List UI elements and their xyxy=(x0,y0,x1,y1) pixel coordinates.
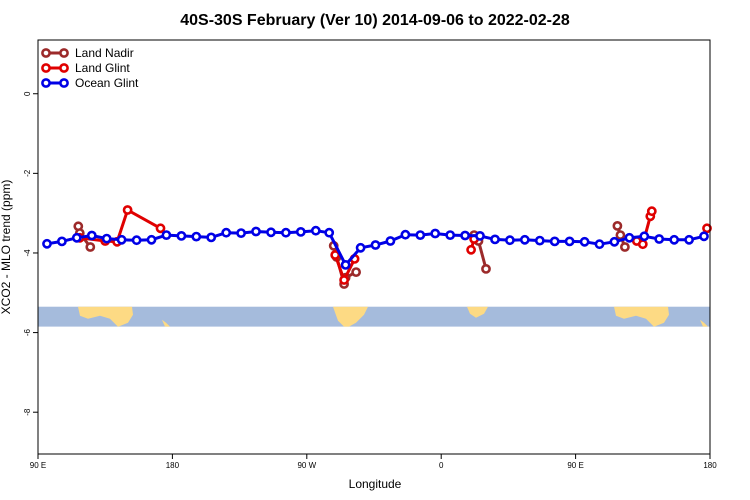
data-point-ocean-glint xyxy=(594,239,605,250)
data-point-land-nadir xyxy=(85,242,96,252)
data-point-ocean-glint xyxy=(310,225,321,236)
y-tick-label: 0 xyxy=(23,91,32,96)
legend-marker-land-glint xyxy=(41,63,51,73)
data-point-ocean-glint xyxy=(42,238,52,249)
data-point-ocean-glint xyxy=(609,236,620,247)
legend-label-land-nadir: Land Nadir xyxy=(75,46,134,60)
data-point-ocean-glint xyxy=(415,230,426,240)
data-point-ocean-glint xyxy=(161,230,172,240)
data-point-land-nadir xyxy=(351,267,361,277)
legend-label-ocean-glint: Ocean Glint xyxy=(75,76,139,90)
y-tick-label: -6 xyxy=(23,328,32,336)
data-point-ocean-glint xyxy=(71,232,82,243)
legend-marker-land-glint xyxy=(59,63,69,73)
data-point-ocean-glint xyxy=(191,231,202,242)
data-point-ocean-glint xyxy=(146,234,157,245)
chart-title: 40S-30S February (Ver 10) 2014-09-06 to … xyxy=(180,12,570,29)
data-point-land-nadir xyxy=(615,230,626,240)
map-land-south-america xyxy=(333,306,368,327)
x-axis: 90 E 180 90 W 0 90 E 180 xyxy=(30,454,717,470)
data-point-land-glint xyxy=(702,223,712,234)
data-point-ocean-glint xyxy=(490,234,500,245)
map-land-new-zealand-2 xyxy=(700,319,708,327)
y-tick-label: -4 xyxy=(23,249,32,257)
data-point-ocean-glint xyxy=(654,234,665,244)
legend-marker-ocean-glint xyxy=(41,78,51,88)
data-point-ocean-glint xyxy=(340,259,351,270)
data-point-ocean-glint xyxy=(639,231,650,242)
x-tick-label: 90 E xyxy=(30,461,46,470)
data-point-ocean-glint xyxy=(355,242,366,253)
data-point-ocean-glint xyxy=(579,236,590,247)
plot-frame xyxy=(37,39,711,455)
data-point-ocean-glint xyxy=(251,226,261,237)
data-point-ocean-glint xyxy=(131,235,142,246)
data-point-ocean-glint xyxy=(266,227,276,238)
data-point-ocean-glint xyxy=(400,229,411,240)
data-point-ocean-glint xyxy=(549,236,560,247)
data-point-land-nadir xyxy=(612,220,623,231)
data-point-ocean-glint xyxy=(86,230,97,241)
data-point-ocean-glint xyxy=(519,234,530,245)
data-point-ocean-glint xyxy=(460,230,470,241)
data-point-ocean-glint xyxy=(324,227,335,238)
x-axis-label: Longitude xyxy=(349,477,402,491)
data-point-ocean-glint xyxy=(116,234,127,245)
data-point-ocean-glint xyxy=(684,234,694,245)
map-land-new-zealand xyxy=(162,319,170,327)
x-tick-label: 180 xyxy=(166,461,180,470)
data-point-ocean-glint xyxy=(280,227,291,238)
y-axis-label: XCO2 - MLO trend (ppm) xyxy=(0,180,13,315)
data-point-land-glint xyxy=(330,250,341,260)
map-strip xyxy=(38,306,710,327)
data-point-ocean-glint xyxy=(236,228,246,238)
data-point-ocean-glint xyxy=(534,235,545,246)
x-tick-label: 90 W xyxy=(297,461,316,470)
data-point-ocean-glint xyxy=(475,230,485,241)
data-point-land-glint xyxy=(122,205,133,215)
y-tick-label: -2 xyxy=(23,169,32,177)
data-point-ocean-glint xyxy=(699,231,709,242)
legend-marker-land-nadir xyxy=(59,48,69,58)
data-point-ocean-glint xyxy=(385,236,396,246)
data-point-ocean-glint xyxy=(624,232,635,243)
data-point-land-nadir xyxy=(481,263,491,274)
data-point-ocean-glint xyxy=(221,227,232,238)
map-land-africa xyxy=(467,306,488,318)
data-point-ocean-glint xyxy=(295,226,306,237)
legend-label-land-glint: Land Glint xyxy=(75,61,130,75)
data-point-ocean-glint xyxy=(176,230,187,241)
data-point-ocean-glint xyxy=(370,240,381,250)
data-point-land-glint xyxy=(155,223,166,234)
data-point-land-nadir xyxy=(620,242,630,252)
map-land-australia xyxy=(78,306,133,327)
y-axis: 0 -2 -4 -6 -8 xyxy=(23,91,38,416)
data-point-land-glint xyxy=(637,239,648,250)
map-ocean xyxy=(38,306,710,327)
x-tick-label: 0 xyxy=(439,461,444,470)
data-point-ocean-glint xyxy=(57,236,67,247)
legend-marker-ocean-glint xyxy=(59,78,69,88)
data-point-ocean-glint xyxy=(504,235,515,246)
data-point-ocean-glint xyxy=(101,233,112,244)
data-point-land-glint xyxy=(646,206,657,217)
data-point-land-glint xyxy=(339,275,349,285)
data-point-ocean-glint xyxy=(669,234,680,245)
x-tick-label: 90 E xyxy=(567,461,583,470)
x-tick-label: 180 xyxy=(703,461,717,470)
map-land-australia-2 xyxy=(614,306,669,327)
data-point-ocean-glint xyxy=(445,230,456,240)
data-point-land-glint xyxy=(466,244,476,255)
y-tick-label: -8 xyxy=(23,408,32,416)
data-point-ocean-glint xyxy=(564,236,575,247)
data-point-ocean-glint xyxy=(206,232,217,243)
data-point-ocean-glint xyxy=(430,228,441,239)
series-layer xyxy=(42,205,712,289)
legend-marker-land-nadir xyxy=(41,48,51,58)
